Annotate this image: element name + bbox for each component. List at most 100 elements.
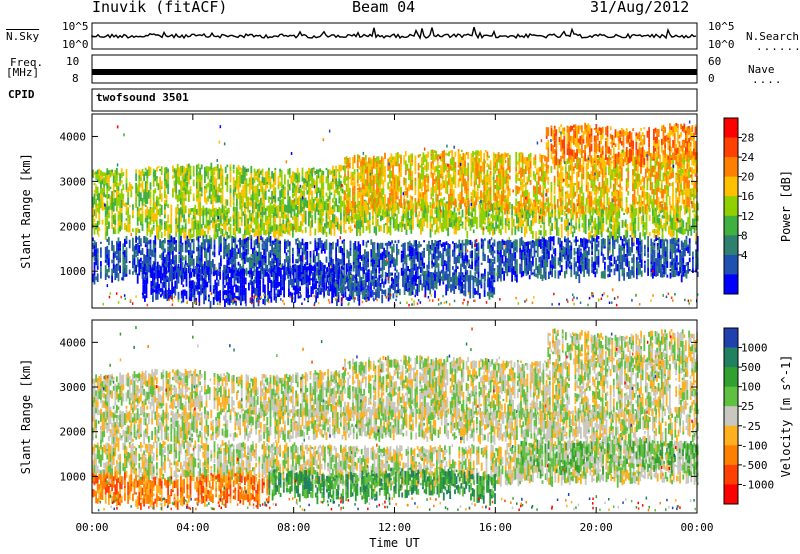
power-cell [192,220,195,227]
power-cell [362,290,364,299]
power-cell [373,259,376,265]
power-cell [197,208,200,216]
power-cell [245,178,248,185]
power-cell [605,219,608,225]
power-cell [594,255,597,262]
power-cell [261,186,264,189]
power-cell [181,242,184,245]
power-cell [381,294,384,304]
power-cell [143,171,145,174]
power-cell [263,258,265,263]
power-cell [305,286,308,290]
power-cell [196,198,198,202]
power-cell [504,225,507,233]
power-cell [149,243,152,253]
power-cell [296,280,298,286]
power-cell [379,283,382,288]
power-cell [93,245,96,249]
power-cell [223,213,225,221]
power-cell [394,285,396,294]
power-cell [212,285,215,289]
power-cell [477,247,480,251]
power-cell [172,251,174,256]
power-cell [408,245,411,249]
power-cell [207,260,209,267]
power-cell [316,198,318,204]
power-cell [193,281,196,290]
power-cell [236,183,238,190]
power-cell [218,250,221,256]
power-cell [253,240,256,247]
power-cell [197,261,200,264]
power-cell [314,203,317,209]
power-cell [128,205,131,208]
power-cell [695,258,697,265]
power-cell [452,225,454,229]
power-cell [342,293,345,298]
power-cell [190,280,193,287]
power-cell [210,237,213,245]
power-cell [98,227,101,232]
power-cell [451,283,454,291]
power-cell [178,247,181,252]
power-cell [132,246,134,252]
power-cell [453,275,456,280]
power-cell [434,246,437,254]
power-cell [350,207,353,210]
power-cell [429,249,432,253]
power-cell [437,214,440,222]
power-cell [679,222,681,227]
power-cell [396,255,398,258]
power-cell [116,247,118,255]
power-cell [376,287,379,292]
power-cell [366,270,369,273]
power-cell [308,210,310,218]
power-cell [170,206,173,213]
power-cell [359,244,361,251]
power-cell [141,181,144,190]
power-cell [176,212,179,215]
power-cell [224,241,227,250]
power-cell [608,260,611,269]
power-cell [154,252,157,259]
power-cell [282,195,285,199]
power-cell [252,228,254,233]
power-cell [380,253,382,260]
power-cell [212,251,214,256]
power-cell [397,204,400,214]
power-cell [296,258,299,262]
power-cell [363,279,366,285]
power-cell [320,212,323,219]
power-cell [266,205,269,211]
power-cell [474,266,477,272]
power-cell [318,269,321,273]
power-cell [626,242,629,249]
power-cell [152,227,155,231]
power-cell [296,206,299,215]
power-cell [317,198,320,201]
power-cell [687,229,689,236]
power-cell [453,243,456,246]
power-cell [564,252,566,260]
power-cell [381,216,384,221]
power-cell [477,242,480,247]
power-cell [679,249,681,254]
power-cell [240,288,242,296]
power-cell [200,261,203,268]
power-cell [196,220,198,223]
power-cell [533,247,536,253]
power-cell [682,249,685,258]
power-cell [175,207,177,215]
power-cell [636,257,638,261]
power-cell [208,238,211,241]
power-cell [334,292,337,297]
power-cell [428,253,430,257]
power-cell [631,204,633,213]
power-cell [180,198,182,205]
power-cell [426,218,429,223]
power-cell [669,265,672,268]
power-cell [315,286,317,290]
power-cell [161,288,164,295]
power-cell [628,260,630,268]
power-cell [332,241,334,250]
